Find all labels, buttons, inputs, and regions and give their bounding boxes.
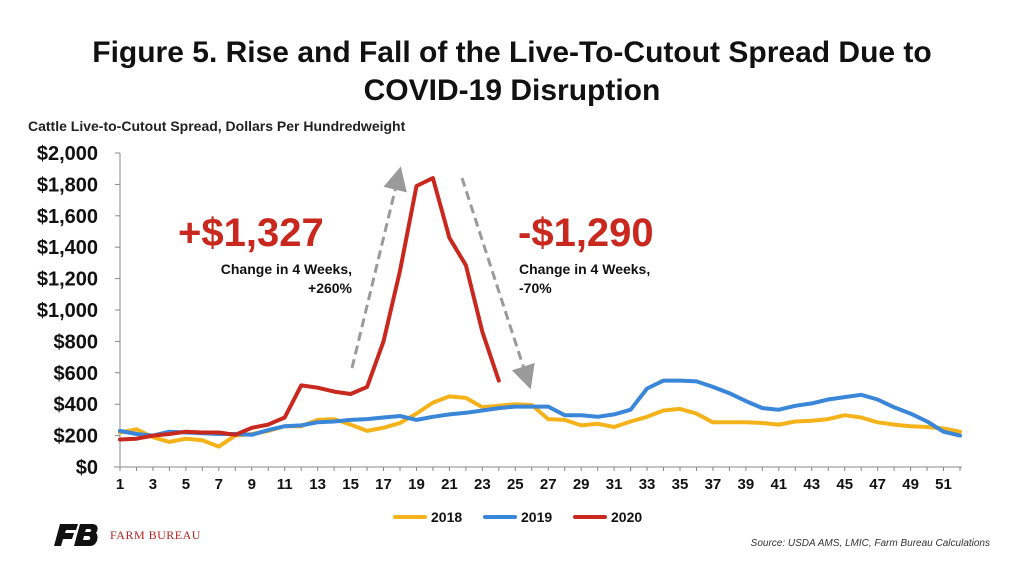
x-tick-label: 25 [507,476,524,493]
legend-label-2019: 2019 [521,509,552,525]
rise-arrow [350,166,407,369]
x-tick-label: 19 [408,476,425,493]
series-line-2018 [118,394,962,449]
x-tick-label: 27 [540,476,557,493]
x-tick-label: 45 [836,476,853,493]
y-tick-label: $400 [54,394,99,416]
x-tick-label: 49 [902,476,919,493]
x-tick-label: 15 [342,476,359,493]
x-tick-label: 3 [149,476,157,493]
x-tick-label: 23 [474,476,491,493]
x-tick-label: 7 [215,476,223,493]
farm-bureau-logo: FARM BUREAU [50,520,201,550]
fall-change-label-2: -70% [519,280,552,296]
y-tick-label: $600 [54,363,99,385]
y-tick-label: $1,800 [37,174,98,196]
chart-title-line-1: Figure 5. Rise and Fall of the Live-To-C… [92,36,932,69]
x-tick-label: 41 [770,476,787,493]
x-tick-label: 35 [672,476,689,493]
rise-value-label: +$1,327 [178,211,324,255]
x-tick-label: 9 [248,476,256,493]
farm-bureau-logo-text: FARM BUREAU [110,527,201,542]
series-line-2019 [118,378,962,438]
x-tick-label: 43 [803,476,820,493]
axes: $0 $200 $400 $600 $800 $1,000 $1,200 $1,400 $1,6… [37,143,962,493]
y-tick-label: $0 [76,457,98,479]
y-tick-label: $1,400 [37,237,98,259]
x-tick-label: 13 [309,476,326,493]
x-tick-label: 31 [606,476,623,493]
farm-bureau-logo-icon [54,524,98,546]
series-layer [118,176,962,449]
x-tick-label: 21 [441,476,458,493]
y-tick-label: $2,000 [37,143,98,165]
legend-label-2018: 2018 [431,509,462,525]
chart-title: Figure 5. Rise and Fall of the Live-To-C… [0,34,1024,110]
x-tick-label: 51 [935,476,952,493]
x-tick-label: 5 [182,476,190,493]
x-tick-label: 39 [738,476,755,493]
x-tick-label: 47 [869,476,886,493]
annotation-layer: +$1,327 Change in 4 Weeks, +260% -$1,290… [178,166,654,390]
x-tick-label: 33 [639,476,656,493]
x-tick-label: 37 [705,476,722,493]
x-tick-label: 29 [573,476,590,493]
x-tick-label: 17 [375,476,392,493]
source-note: Source: USDA AMS, LMIC, Farm Bureau Calc… [750,538,990,549]
y-tick-label: $1,200 [37,269,98,291]
y-tick-label: $800 [54,331,99,353]
rise-change-label-1: Change in 4 Weeks, [221,261,352,277]
legend-label-2020: 2020 [611,509,642,525]
y-tick-label: $1,600 [37,206,98,228]
y-axis-label: Cattle Live-to-Cutout Spread, Dollars Pe… [28,118,406,134]
fall-change-label-1: Change in 4 Weeks, [519,261,650,277]
x-tick-label: 1 [116,476,124,493]
series-line-2020 [118,176,501,442]
rise-change-label-2: +260% [308,280,353,296]
y-tick-label: $1,000 [37,300,98,322]
chart-title-line-2: COVID-19 Disruption [363,74,661,107]
fall-arrow [460,177,535,390]
legend: 2018 2019 2020 [393,509,642,525]
y-tick-label: $200 [54,426,99,448]
fall-value-label: -$1,290 [518,211,654,255]
x-tick-label: 11 [277,476,293,493]
